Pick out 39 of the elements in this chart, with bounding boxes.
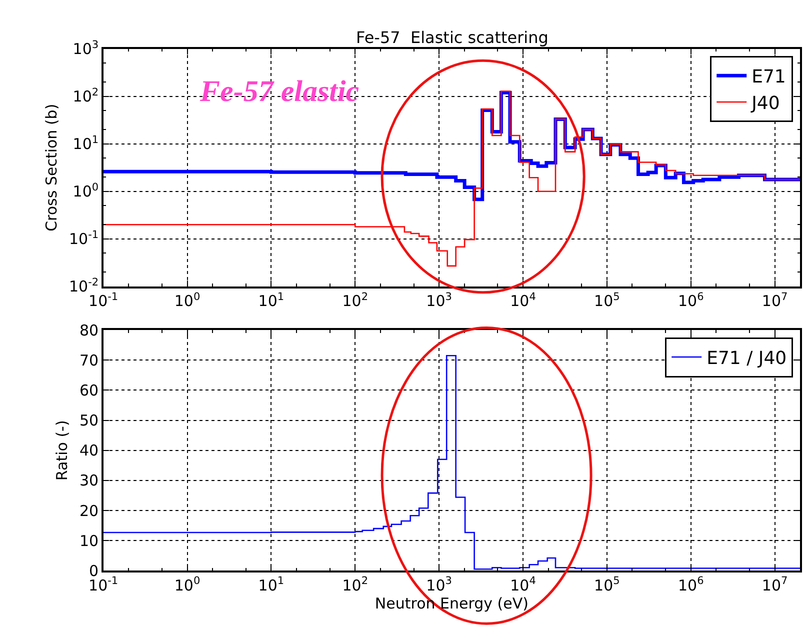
legend-label: J40: [750, 93, 780, 114]
y-tick-label: 10$^{-2}$: [68, 276, 99, 296]
x-tick-label: 10$^{7}$: [762, 575, 788, 594]
x-tick-label: 10$^{4}$: [510, 575, 536, 594]
y-tick-label: 20: [79, 502, 99, 520]
chart-title: Fe-57 Elastic scattering: [356, 28, 548, 47]
y-tick-label: 30: [79, 472, 99, 490]
x-tick-label: 10$^{2}$: [342, 575, 368, 594]
x-tick-label: 10$^{5}$: [594, 290, 620, 310]
y-tick-label: 40: [79, 442, 99, 460]
y-tick-label: 10$^{3}$: [72, 38, 99, 58]
y-tick-label: 10$^{2}$: [72, 86, 99, 106]
x-axis-title: Neutron Energy (eV): [374, 594, 528, 612]
x-tick-label: 10$^{6}$: [678, 290, 704, 310]
x-tick-label: 10$^{7}$: [762, 290, 788, 310]
x-tick-label: 10$^{1}$: [258, 575, 284, 594]
x-tick-label: 10$^{0}$: [174, 290, 200, 310]
y-tick-label: 60: [79, 381, 99, 400]
x-tick-label: 10$^{2}$: [342, 290, 368, 310]
legend-label: E71: [752, 66, 786, 88]
legend-label: E71 / J40: [706, 348, 787, 370]
y-axis-title: Cross Section (b): [42, 104, 61, 232]
y-tick-label: 50: [79, 412, 99, 430]
y-axis-title: Ratio (-): [53, 420, 72, 481]
x-tick-label: 10$^{4}$: [510, 290, 536, 310]
y-tick-label: 10$^{-1}$: [68, 228, 99, 248]
x-tick-label: 10$^{1}$: [258, 290, 284, 310]
x-tick-label: 10$^{5}$: [594, 575, 620, 594]
y-tick-label: 70: [79, 351, 99, 370]
x-tick-label: 10$^{0}$: [174, 575, 200, 594]
y-tick-label: 80: [79, 321, 99, 340]
x-tick-label: 10$^{3}$: [426, 575, 452, 594]
y-tick-label: 10$^{1}$: [72, 134, 99, 154]
x-tick-label: 10$^{6}$: [678, 575, 704, 594]
y-tick-label: 10: [79, 532, 99, 550]
x-tick-label: 10$^{3}$: [426, 290, 452, 310]
y-tick-label: 0: [89, 562, 99, 580]
annotation: Fe-57 elastic: [199, 75, 360, 108]
y-tick-label: 10$^{0}$: [72, 181, 99, 201]
